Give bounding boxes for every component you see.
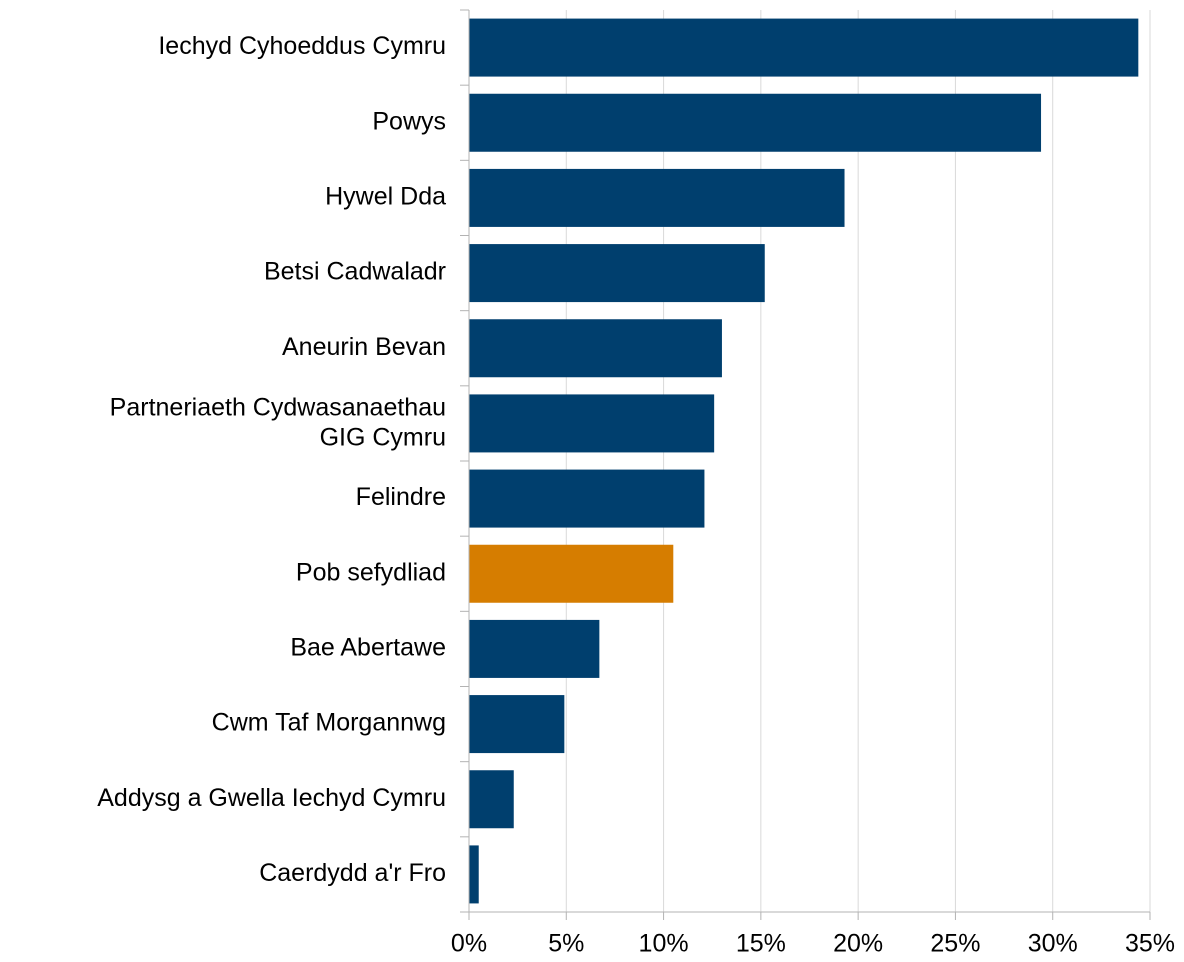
x-tick-label: 25% [930, 930, 980, 958]
y-tick-label: Bae Abertawe [290, 634, 446, 662]
bar [469, 244, 765, 303]
y-tick-label: Powys [372, 107, 446, 135]
y-tick-label: Betsi Cadwaladr [264, 258, 446, 286]
bar [469, 619, 600, 678]
x-tick-label: 30% [1028, 930, 1078, 958]
x-tick-label: 20% [833, 930, 883, 958]
bar [469, 18, 1139, 77]
x-tick-label: 5% [548, 930, 584, 958]
bar [469, 319, 722, 378]
y-tick-label: Cwm Taf Morgannwg [212, 709, 446, 737]
y-tick-label: Pob sefydliad [296, 558, 446, 586]
y-tick-label: Hywel Dda [325, 183, 446, 211]
y-tick-label: Caerdydd a'r Fro [259, 859, 446, 887]
x-tick-label: 0% [451, 930, 487, 958]
bar [469, 93, 1042, 152]
bar [469, 695, 565, 754]
y-tick-label: Aneurin Bevan [282, 333, 446, 361]
y-tick-label: Addysg a Gwella Iechyd Cymru [97, 784, 446, 812]
bar [469, 770, 514, 829]
bar [469, 469, 705, 528]
y-tick-label: Iechyd Cyhoeddus Cymru [158, 32, 446, 60]
bar [469, 168, 845, 227]
x-tick-label: 10% [639, 930, 689, 958]
x-tick-label: 35% [1125, 930, 1175, 958]
y-tick-label: Felindre [356, 483, 446, 511]
bar [469, 845, 479, 904]
x-tick-label: 15% [736, 930, 786, 958]
y-tick-label: Partneriaeth Cydwasanaethau GIG Cymru [110, 393, 446, 451]
bar [469, 394, 715, 453]
bar [469, 544, 674, 603]
